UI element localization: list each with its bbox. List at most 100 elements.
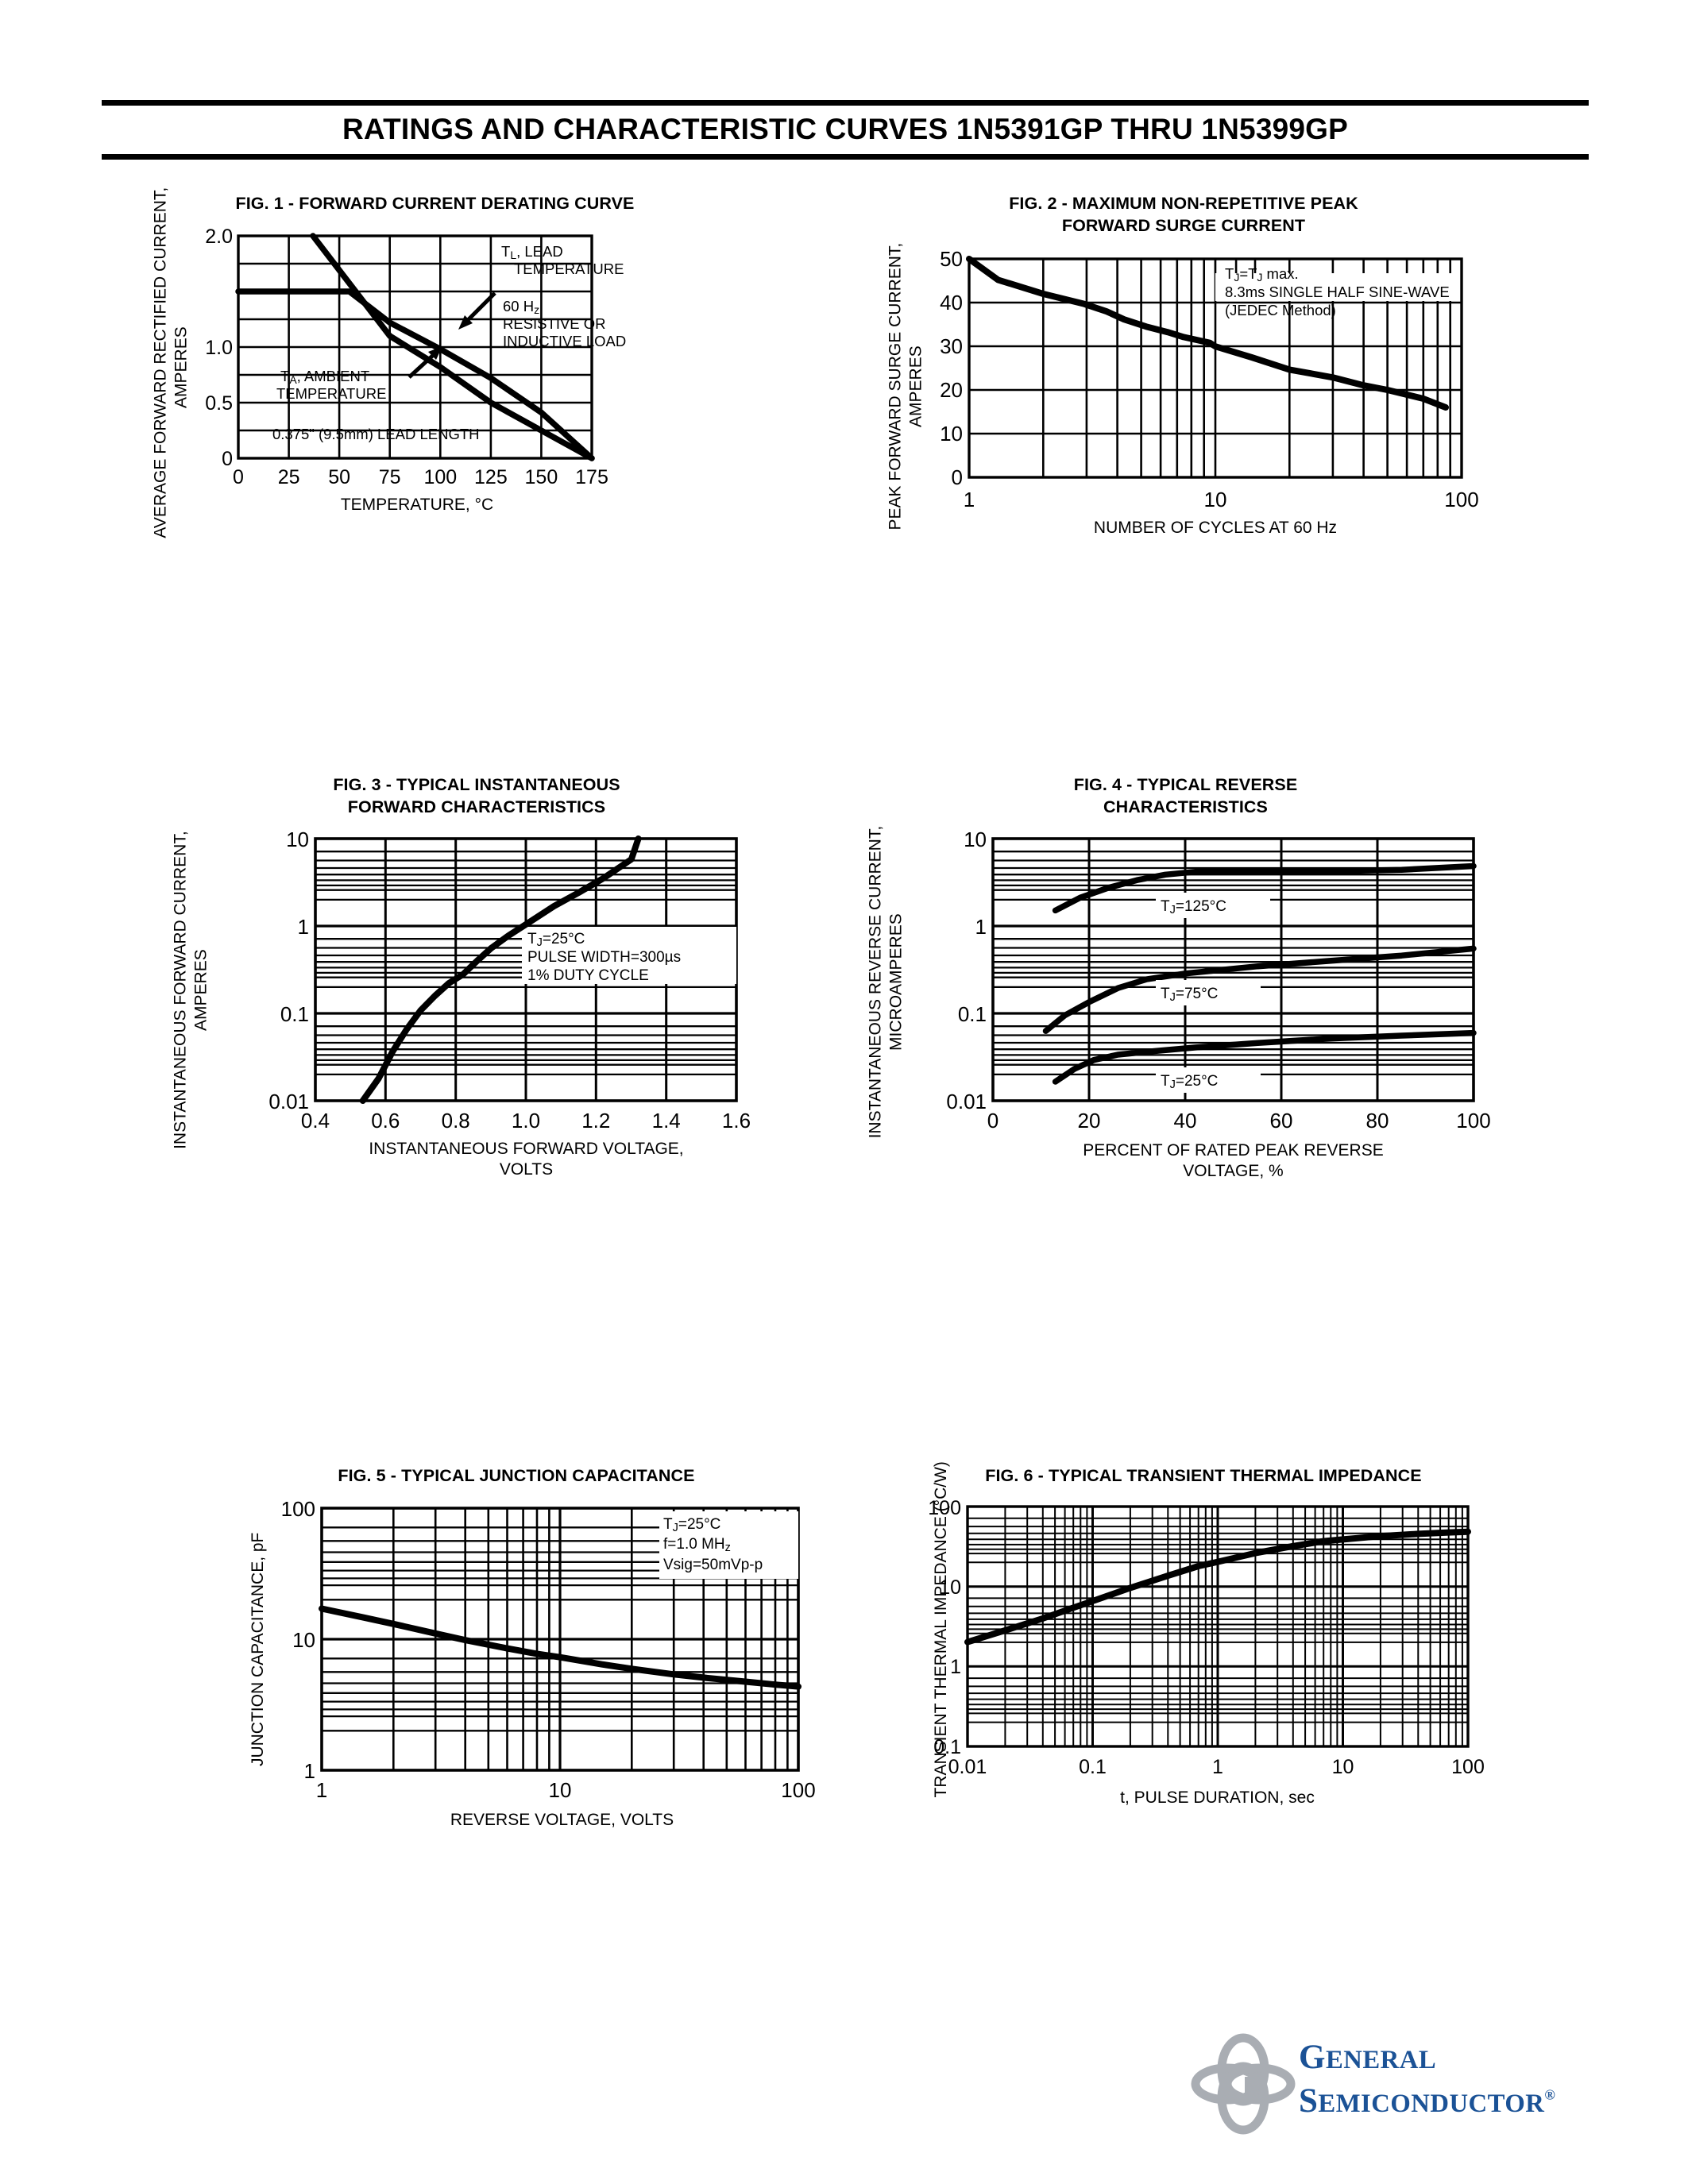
figure-2-curve-surge-current [966,256,1449,411]
figure-4-series-label-75c: TJ=75°C [1161,986,1218,1004]
figure-3-ytick-0.01: 0.01 [268,1090,309,1113]
figure-5-test-conditions-annotation: TJ=25°C f=1.0 MHz Vsig=50mVp-p [663,1516,763,1573]
figure-6-y-axis-label: TRANSIENT THERMAL IMPEDANCE (°C/W) [932,1461,951,1798]
figure-3-ytick-0.1: 0.1 [280,1002,309,1026]
company-name-line2: SEMICONDUCTOR® [1299,2082,1556,2120]
figure-2: FIG. 2 - MAXIMUM NON-REPETITIVE PEAK FOR… [866,193,1501,538]
figure-4-ytick-10: 10 [964,828,987,851]
figure-5-y-axis-label: JUNCTION CAPACITANCE, pF [249,1532,268,1766]
figure-5-ytick-100: 100 [281,1497,315,1521]
figure-4-curve-tj-125c [1052,862,1477,914]
figure-1-title: FIG. 1 - FORWARD CURRENT DERATING CURVE [235,194,635,213]
figure-2-xtick-1: 1 [964,488,975,511]
figure-3-ytick-1: 1 [298,915,309,939]
figure-1: FIG. 1 - FORWARD CURRENT DERATING CURVE … [147,187,723,538]
figure-1-xtick-100: 100 [423,466,457,488]
company-name: GENERAL SEMICONDUCTOR® [1299,2038,1555,2120]
svg-text:TEMPERATURE: TEMPERATURE [514,260,624,277]
figure-1-curve-ambient-temperature [310,232,595,461]
figure-1-y-axis-label: AVERAGE FORWARD RECTIFIED CURRENT, AMPER… [151,187,190,538]
figure-4-xtick-80: 80 [1366,1109,1389,1133]
header-rule-bottom [102,154,1589,160]
general-semiconductor-mark-icon [1191,2033,1296,2135]
figure-3: FIG. 3 - TYPICAL INSTANTANEOUS FORWARD C… [163,774,790,1181]
figure-4-curve-tj-25c [1052,1029,1477,1085]
figure-5-xtick-10: 10 [549,1778,572,1802]
figure-5-plot: 100 10 1 1 10 100 TJ=25°C f=1.0 MHz Vsig… [281,1497,816,1802]
figure-3-xtick-0.6: 0.6 [371,1109,400,1133]
figure-1-lead-temperature-annotation: TL, LEAD TEMPERATURE [501,243,624,277]
svg-text:TJ=TJ max.: TJ=TJ max. [1225,265,1299,284]
figure-1-xtick-150: 150 [525,466,558,488]
figure-1-lead-temperature-arrow [458,291,496,330]
figure-6-xtick-0.1: 0.1 [1079,1756,1107,1778]
figure-2-title: FIG. 2 - MAXIMUM NON-REPETITIVE PEAK FOR… [1009,194,1358,235]
figure-2-ytick-0: 0 [952,465,963,489]
figure-5-ytick-1: 1 [304,1759,315,1783]
figure-4-xtick-40: 40 [1174,1109,1197,1133]
svg-text:(JEDEC Method): (JEDEC Method) [1225,302,1336,318]
figure-4-title: FIG. 4 - TYPICAL REVERSE CHARACTERISTICS [1073,775,1298,816]
figure-4-series-label-25c: TJ=25°C [1161,1073,1218,1091]
figure-4-x-axis-label: PERCENT OF RATED PEAK REVERSE VOLTAGE, % [1083,1141,1384,1181]
company-logo: GENERAL SEMICONDUCTOR® [1191,2033,1581,2154]
figure-2-ytick-10: 10 [940,422,963,446]
figure-5-ytick-10: 10 [292,1628,315,1652]
figure-2-xtick-10: 10 [1204,488,1227,511]
figure-1-xtick-125: 125 [474,466,508,488]
figure-4-ytick-0.1: 0.1 [958,1002,987,1026]
figure-1-ytick-2.0: 2.0 [205,226,233,248]
figure-2-test-conditions-annotation: TJ=TJ max. 8.3ms SINGLE HALF SINE-WAVE (… [1225,265,1450,318]
figure-4-series-label-125c: TJ=125°C [1161,898,1226,916]
figure-6-xtick-1: 1 [1212,1756,1223,1778]
figure-1-x-axis-label: TEMPERATURE, °C [340,495,494,514]
svg-text:8.3ms SINGLE HALF SINE-WAVE: 8.3ms SINGLE HALF SINE-WAVE [1225,284,1450,300]
figure-2-ytick-30: 30 [940,334,963,358]
svg-text:RESISTIVE OR: RESISTIVE OR [503,315,606,332]
page-title: RATINGS AND CHARACTERISTIC CURVES 1N5391… [342,113,1349,145]
figure-3-xtick-1.4: 1.4 [652,1109,681,1133]
figure-2-xtick-100: 100 [1444,488,1478,511]
figure-6-xtick-0.01: 0.01 [948,1756,987,1778]
figure-3-xtick-0.4: 0.4 [301,1109,330,1133]
figure-5-x-axis-label: REVERSE VOLTAGE, VOLTS [450,1810,674,1829]
svg-text:TJ=25°C: TJ=25°C [663,1516,720,1534]
figure-6-ytick-1: 1 [950,1656,961,1678]
figure-4-ytick-0.01: 0.01 [946,1090,987,1113]
figure-3-xtick-1.6: 1.6 [722,1109,751,1133]
figure-6-curve-transient-thermal-impedance [964,1528,1471,1646]
page-header: RATINGS AND CHARACTERISTIC CURVES 1N5391… [102,100,1589,160]
figure-3-plot: 10 1 0.1 0.01 0.4 0.6 0.8 1.0 1.2 1.4 1.… [268,828,751,1133]
figure-6-ytick-100: 100 [928,1497,961,1519]
figure-1-ambient-temperature-arrow [408,345,442,379]
figure-5-curve-junction-capacitance [319,1605,802,1690]
figure-3-ytick-10: 10 [286,828,309,851]
figure-5: FIG. 5 - TYPICAL JUNCTION CAPACITANCE JU… [203,1465,830,1831]
figure-4-y-axis-label: INSTANTANEOUS REVERSE CURRENT, MICROAMPE… [866,825,905,1139]
figure-4: FIG. 4 - TYPICAL REVERSE CHARACTERISTICS… [854,774,1517,1183]
company-name-line1: GENERAL [1299,2039,1437,2076]
figure-6-xtick-10: 10 [1332,1756,1354,1778]
figure-5-xtick-1: 1 [316,1778,327,1802]
figure-6-ytick-0.1: 0.1 [933,1736,961,1758]
figure-2-ytick-50: 50 [940,247,963,271]
svg-text:TJ=25°C: TJ=25°C [527,931,585,949]
figure-1-plot: 2.0 1.0 0.5 0 0 25 50 75 100 125 150 175 [205,226,626,488]
figure-3-xtick-1.2: 1.2 [581,1109,610,1133]
figure-1-load-condition-annotation: 60 Hz RESISTIVE OR INDUCTIVE LOAD [503,298,626,349]
figure-1-lead-length-annotation: 0.375" (9.5mm) LEAD LENGTH [272,426,480,442]
figure-1-xtick-0: 0 [233,466,244,488]
figure-3-x-axis-label: INSTANTANEOUS FORWARD VOLTAGE, VOLTS [369,1140,684,1179]
svg-text:PULSE WIDTH=300µs: PULSE WIDTH=300µs [527,949,681,966]
figure-3-curve-forward-characteristics [359,835,642,1105]
figure-4-xtick-0: 0 [987,1109,999,1133]
figure-6-xtick-100: 100 [1451,1756,1485,1778]
figure-1-xtick-175: 175 [575,466,608,488]
svg-text:TL, LEAD: TL, LEAD [501,243,563,261]
figure-4-xtick-100: 100 [1456,1109,1490,1133]
svg-text:1% DUTY CYCLE: 1% DUTY CYCLE [527,967,649,984]
figure-4-xtick-20: 20 [1078,1109,1101,1133]
figure-2-x-axis-label: NUMBER OF CYCLES AT 60 Hz [1093,519,1338,538]
figure-1-ytick-0: 0 [222,448,233,470]
